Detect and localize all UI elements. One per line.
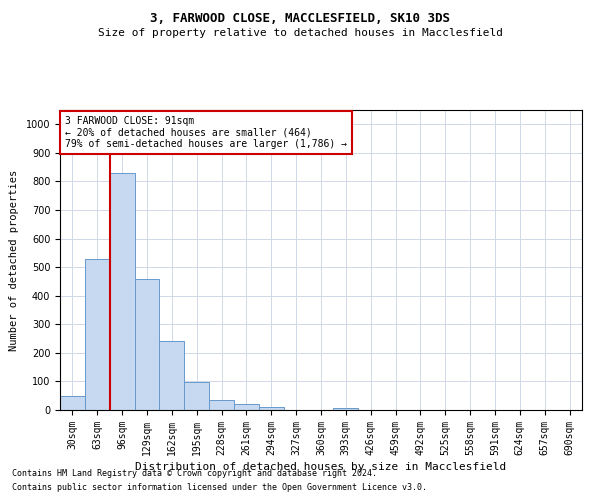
Text: Size of property relative to detached houses in Macclesfield: Size of property relative to detached ho…	[97, 28, 503, 38]
Bar	[85, 258, 110, 410]
Text: 3, FARWOOD CLOSE, MACCLESFIELD, SK10 3DS: 3, FARWOOD CLOSE, MACCLESFIELD, SK10 3DS	[150, 12, 450, 26]
Bar	[334, 408, 358, 410]
Bar	[110, 173, 134, 410]
Bar	[234, 404, 259, 410]
Bar	[184, 382, 209, 410]
Bar	[160, 342, 184, 410]
Bar	[60, 396, 85, 410]
Text: Contains public sector information licensed under the Open Government Licence v3: Contains public sector information licen…	[12, 484, 427, 492]
Text: Contains HM Land Registry data © Crown copyright and database right 2024.: Contains HM Land Registry data © Crown c…	[12, 468, 377, 477]
Bar	[209, 400, 234, 410]
Y-axis label: Number of detached properties: Number of detached properties	[9, 170, 19, 350]
Bar	[259, 407, 284, 410]
X-axis label: Distribution of detached houses by size in Macclesfield: Distribution of detached houses by size …	[136, 462, 506, 472]
Bar	[134, 278, 160, 410]
Text: 3 FARWOOD CLOSE: 91sqm
← 20% of detached houses are smaller (464)
79% of semi-de: 3 FARWOOD CLOSE: 91sqm ← 20% of detached…	[65, 116, 347, 149]
